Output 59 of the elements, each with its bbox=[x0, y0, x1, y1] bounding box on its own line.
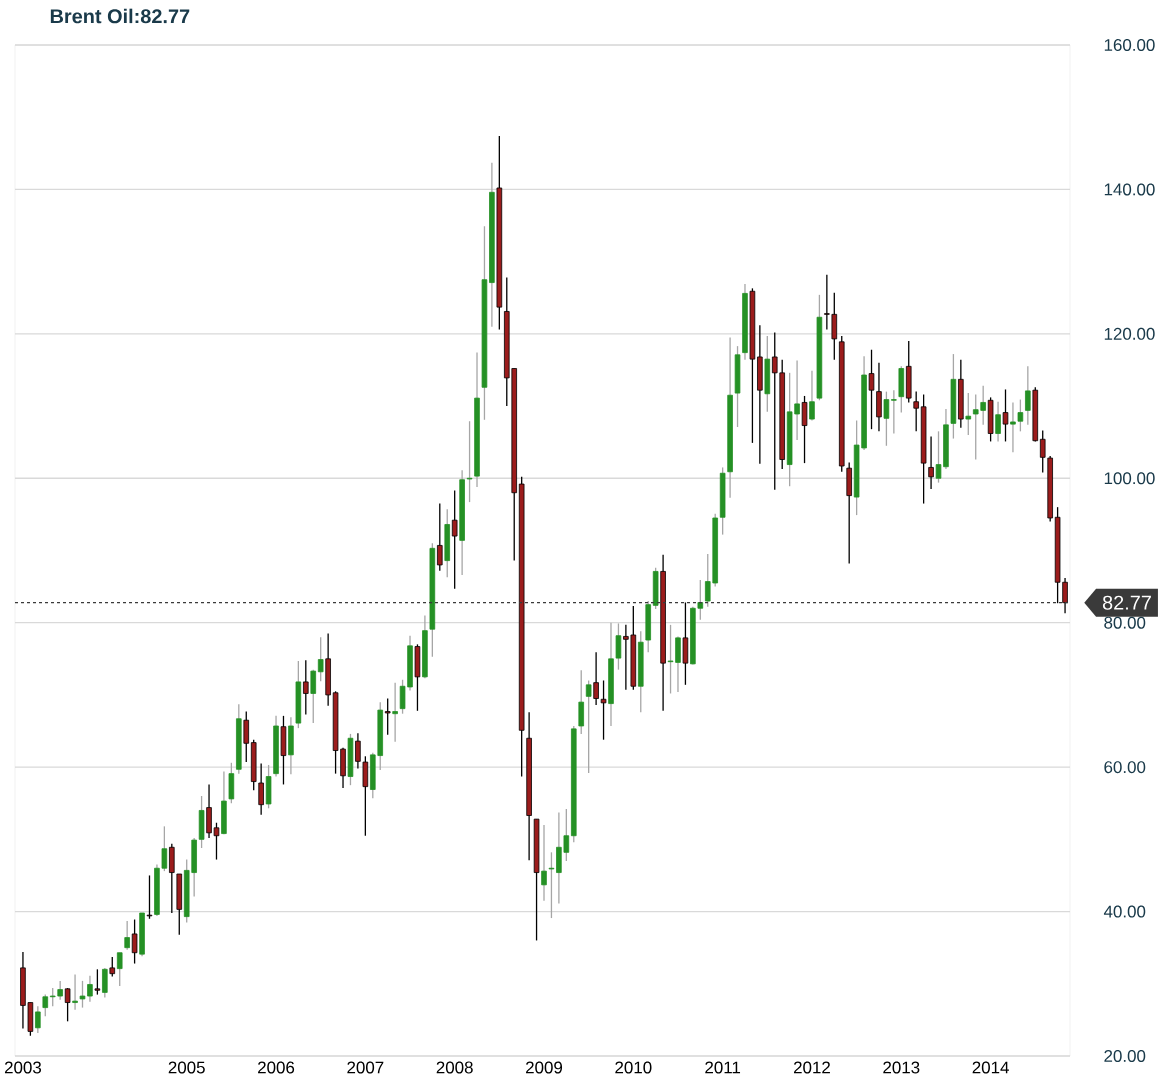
candlestick bbox=[891, 389, 897, 435]
y-tick-label: 140.00 bbox=[1104, 183, 1155, 196]
candlestick bbox=[451, 489, 458, 590]
candlestick bbox=[392, 681, 398, 743]
candlestick bbox=[541, 824, 547, 902]
x-tick-label: 2003 bbox=[4, 1061, 42, 1074]
candlestick bbox=[243, 710, 250, 763]
ref-line-label: 82.77 bbox=[1102, 595, 1151, 610]
x-tick-label: 2013 bbox=[883, 1061, 920, 1074]
candlestick bbox=[1002, 388, 1009, 443]
candlestick bbox=[317, 636, 324, 682]
candlestick bbox=[883, 390, 890, 447]
candlestick bbox=[72, 973, 78, 1011]
y-tick-label: 120.00 bbox=[1104, 327, 1155, 340]
candlestick bbox=[109, 956, 116, 978]
y-tick-label: 160.00 bbox=[1104, 39, 1155, 51]
y-tick-label: 80.00 bbox=[1104, 616, 1146, 629]
candlestick bbox=[995, 401, 1001, 443]
candlestick bbox=[258, 762, 264, 816]
candlestick bbox=[585, 679, 592, 774]
y-tick-label: 40.00 bbox=[1103, 905, 1146, 918]
candlestick bbox=[600, 679, 607, 741]
x-tick-label: 2010 bbox=[615, 1061, 652, 1074]
x-tick-label: 2009 bbox=[526, 1061, 563, 1074]
candlestick bbox=[64, 987, 71, 1022]
x-tick-label: 2006 bbox=[258, 1061, 295, 1074]
candlestick bbox=[124, 920, 130, 951]
candlestick bbox=[913, 390, 919, 432]
y-tick-label: 20.00 bbox=[1104, 1049, 1146, 1062]
candlestick bbox=[593, 651, 599, 706]
candlestick bbox=[965, 392, 972, 436]
candlestick bbox=[466, 420, 473, 503]
candlestick bbox=[42, 993, 49, 1017]
candlestick bbox=[310, 668, 317, 724]
candlestick bbox=[801, 395, 808, 464]
x-tick-label: 2011 bbox=[705, 1061, 741, 1074]
x-tick-label: 2012 bbox=[793, 1061, 830, 1074]
y-tick-label: 60.00 bbox=[1104, 761, 1146, 774]
candlestick bbox=[578, 669, 584, 735]
chart-title: Brent Oil:82.77 bbox=[50, 8, 190, 24]
candlestick bbox=[809, 370, 815, 422]
candlestick bbox=[131, 918, 138, 965]
candlestick bbox=[384, 697, 391, 736]
x-tick-label: 2007 bbox=[347, 1061, 384, 1074]
candlestick bbox=[548, 851, 555, 919]
candlestick bbox=[35, 1005, 41, 1034]
candlestick bbox=[94, 968, 101, 996]
candlestick bbox=[102, 967, 108, 999]
candlestick bbox=[437, 502, 443, 572]
x-tick-label: 2014 bbox=[972, 1061, 1009, 1074]
candlestick bbox=[116, 952, 123, 987]
candlestick bbox=[1025, 365, 1031, 426]
candlestick bbox=[868, 349, 875, 430]
candlestick bbox=[928, 435, 934, 490]
x-tick-label: 2005 bbox=[168, 1061, 205, 1074]
candlestick bbox=[146, 874, 153, 920]
y-tick-label: 100.00 bbox=[1104, 472, 1155, 485]
candlestick bbox=[303, 659, 309, 716]
x-tick-label: 2008 bbox=[436, 1061, 473, 1074]
